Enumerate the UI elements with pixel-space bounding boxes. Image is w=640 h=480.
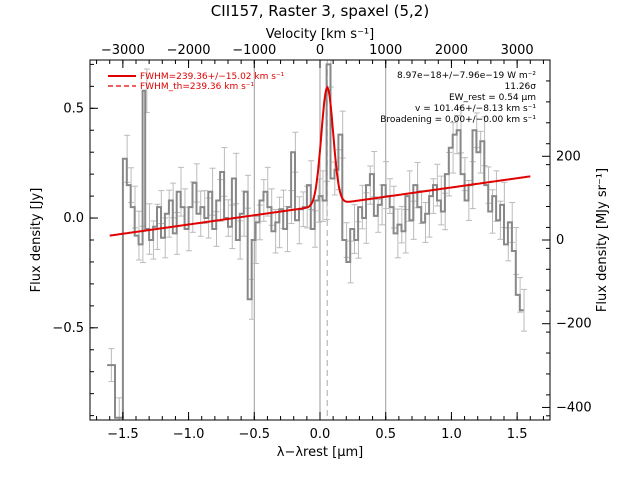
top-tick-label-1: −2000	[167, 43, 211, 58]
right-tick-label-3: 200	[556, 149, 581, 164]
annotation-sigma: 11.26σ	[505, 82, 537, 92]
x-tick-label-4: 0.5	[375, 427, 396, 442]
top-tick-label-5: 2000	[435, 43, 468, 58]
y-tick-label-2: 0.5	[63, 101, 84, 116]
annotation-ew: EW_rest = 0.54 μm	[449, 93, 536, 103]
annotation-flux: 8.97e−18+/−7.96e−19 W m⁻²	[397, 71, 536, 81]
right-tick-label-0: −400	[556, 400, 592, 415]
chart-title: CII157, Raster 3, spaxel (5,2)	[211, 2, 429, 20]
legend: FWHM=239.36+/−15.02 km s⁻¹ FWHM_th=239.3…	[108, 72, 285, 92]
annotations: 8.97e−18+/−7.96e−19 W m⁻² 11.26σ EW_rest…	[380, 71, 536, 125]
top-tick-label-2: −1000	[232, 43, 276, 58]
annotation-velocity: v = 101.46+/−8.13 km s⁻¹	[415, 104, 536, 114]
x-tick-label-3: 0.0	[310, 427, 331, 442]
x-tick-label-2: −0.5	[238, 427, 270, 442]
top-axis-label: Velocity [km s⁻¹]	[266, 27, 374, 42]
x-tick-label-0: −1.5	[107, 427, 139, 442]
top-tick-label-0: −3000	[101, 43, 145, 58]
top-tick-label-6: 3000	[501, 43, 534, 58]
x-axis-label: λ−λrest [μm]	[277, 445, 363, 460]
y-axis-label: Flux density [Jy]	[29, 188, 44, 293]
annotation-broadening: Broadening = 0.00+/−0.00 km s⁻¹	[380, 115, 536, 125]
axes	[89, 59, 551, 421]
legend-label-fwhm-th: FWHM_th=239.36 km s⁻¹	[140, 82, 255, 92]
error-bars	[108, 59, 528, 421]
y-tick-label-0: −0.5	[52, 321, 84, 336]
x-tick-label-1: −1.0	[173, 427, 205, 442]
spectrum-step-line	[107, 63, 524, 419]
right-tick-label-1: −200	[556, 317, 592, 332]
x-tick-label-6: 1.5	[507, 427, 528, 442]
top-tick-label-4: 1000	[369, 43, 402, 58]
tick-labels: −1.5 −1.0 −0.5 0.0 0.5 1.0 1.5−3000 −2000 −1000 0…	[52, 43, 591, 442]
fit-dashed-curve	[294, 86, 361, 211]
x-tick-label-5: 1.0	[441, 427, 462, 442]
spectrum-series	[107, 63, 524, 419]
top-tick-label-3: 0	[316, 43, 324, 58]
right-tick-label-2: 0	[556, 233, 564, 248]
y-tick-label-1: 0.0	[63, 211, 84, 226]
legend-label-fwhm: FWHM=239.36+/−15.02 km s⁻¹	[140, 72, 285, 82]
fit-curves	[109, 85, 531, 237]
right-axis-label: Flux density [MJy sr⁻¹]	[595, 168, 610, 312]
